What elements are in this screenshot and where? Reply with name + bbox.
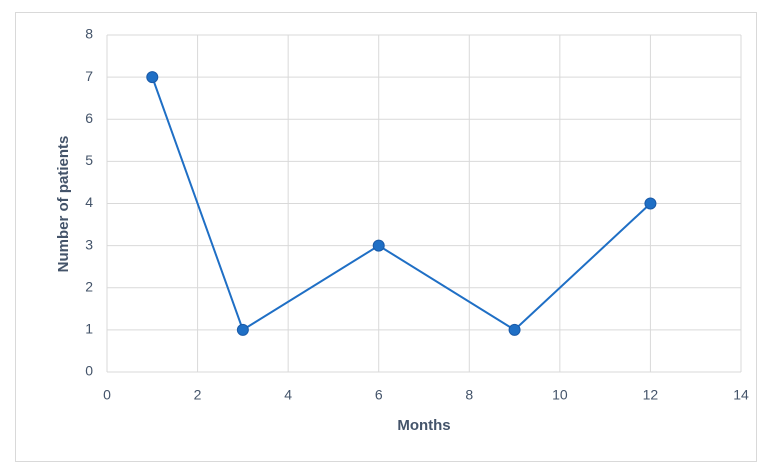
x-tick-label: 10 [552,387,568,403]
marker [146,71,159,84]
marker [236,323,249,336]
y-tick-label: 1 [85,321,93,337]
marker [644,197,657,210]
y-tick-label: 6 [85,110,93,126]
x-axis-title: Months [397,417,450,434]
x-tick-label: 8 [465,387,473,403]
y-axis-title: Number of patients [55,136,72,273]
x-tick-label: 4 [284,387,292,403]
y-tick-label: 4 [85,194,93,210]
y-tick-label: 8 [85,26,93,42]
y-tick-label: 0 [85,363,93,379]
marker [508,323,521,336]
x-tick-label: 2 [194,387,202,403]
x-tick-label: 12 [643,387,659,403]
chart-border [15,12,757,462]
y-tick-label: 5 [85,152,93,168]
marker [372,239,385,252]
x-tick-label: 6 [375,387,383,403]
y-tick-label: 3 [85,236,93,252]
y-tick-label: 7 [85,68,93,84]
y-tick-label: 2 [85,278,93,294]
x-tick-label: 14 [733,387,749,403]
x-tick-label: 0 [103,387,111,403]
